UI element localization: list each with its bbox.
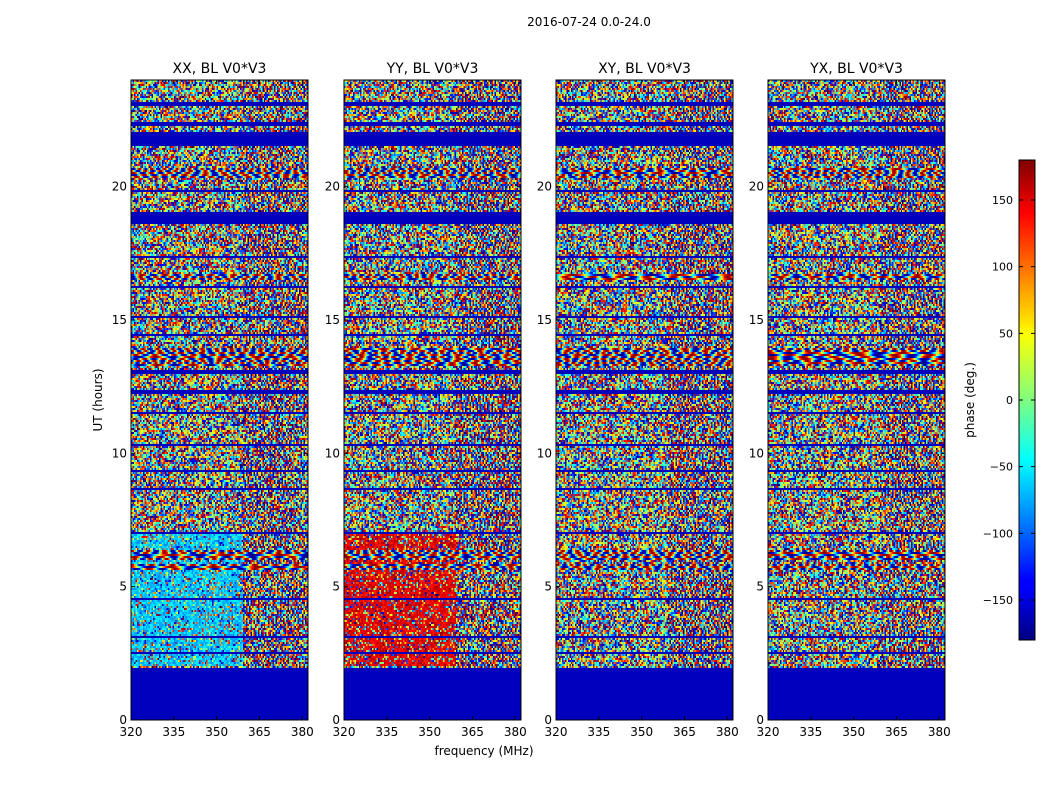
- colorbar-tick-label: 0: [1006, 394, 1013, 407]
- y-tick-label: 15: [749, 313, 764, 327]
- y-tick-label: 5: [544, 580, 552, 594]
- x-tick-label: 350: [205, 725, 228, 739]
- panel-title: XY, BL V0*V3: [598, 61, 691, 77]
- colorbar-tick-label: −150: [983, 594, 1013, 607]
- figure-suptitle: 2016-07-24 0.0-24.0: [527, 15, 651, 29]
- panel-title: YY, BL V0*V3: [386, 61, 479, 77]
- y-tick-label: 15: [537, 313, 552, 327]
- y-tick-label: 10: [325, 446, 340, 460]
- x-tick-label: 380: [291, 725, 314, 739]
- y-tick-label: 10: [112, 446, 127, 460]
- y-tick-label: 20: [112, 180, 127, 194]
- x-tick-label: 365: [461, 725, 484, 739]
- x-tick-label: 380: [928, 725, 951, 739]
- y-tick-label: 20: [749, 180, 764, 194]
- heatmap-image: [556, 80, 733, 720]
- y-tick-label: 0: [544, 713, 552, 727]
- x-tick-label: 335: [587, 725, 610, 739]
- colorbar-tick-label: 100: [992, 261, 1013, 274]
- panel-title: YX, BL V0*V3: [809, 61, 903, 77]
- x-axis-label: frequency (MHz): [434, 744, 533, 758]
- heatmap-image: [131, 80, 308, 720]
- colorbar-tick-label: 50: [999, 327, 1013, 340]
- panel-3: XY, BL V0*V3 320 335 350 365 380 0 5 10 15 20: [537, 61, 739, 739]
- colorbar-tick-label: −50: [990, 461, 1013, 474]
- x-tick-label: 350: [418, 725, 441, 739]
- y-tick-label: 10: [749, 446, 764, 460]
- x-tick-label: 365: [673, 725, 696, 739]
- x-tick-label: 320: [120, 725, 143, 739]
- y-tick-label: 15: [112, 313, 127, 327]
- y-axis-label: UT (hours): [91, 368, 105, 431]
- x-tick-label: 320: [545, 725, 568, 739]
- colorbar: −150 −100 −50 0 50 100 150 phase (deg.): [963, 159, 1036, 641]
- y-tick-label: 15: [325, 313, 340, 327]
- y-tick-label: 5: [119, 580, 127, 594]
- y-tick-label: 0: [756, 713, 764, 727]
- colorbar-tick-label: 150: [992, 194, 1013, 207]
- panel-4: YX, BL V0*V3 320 335 350 365 380 0 5 10 15 20: [749, 61, 951, 739]
- plot-frame: [343, 79, 522, 721]
- x-tick-label: 380: [716, 725, 739, 739]
- panel-title: XX, BL V0*V3: [173, 61, 267, 77]
- x-tick-label: 350: [630, 725, 653, 739]
- y-tick-label: 20: [325, 180, 340, 194]
- x-tick-label: 350: [842, 725, 865, 739]
- y-tick-label: 0: [332, 713, 340, 727]
- plot-frame: [130, 79, 309, 721]
- plot-frame: [555, 79, 734, 721]
- y-tick-label: 5: [756, 580, 764, 594]
- y-tick-label: 10: [537, 446, 552, 460]
- plot-frame: [767, 79, 946, 721]
- panel-1: XX, BL V0*V3 320 335 350 365 380 0 5 10 15 20: [112, 61, 314, 739]
- colorbar-ticks: −150 −100 −50 0 50 100 150: [983, 194, 1035, 607]
- x-tick-label: 380: [504, 725, 527, 739]
- x-tick-label: 335: [162, 725, 185, 739]
- x-tick-label: 335: [375, 725, 398, 739]
- heatmap-image: [344, 80, 521, 720]
- y-tick-label: 20: [537, 180, 552, 194]
- y-tick-label: 0: [119, 713, 127, 727]
- x-tick-label: 365: [248, 725, 271, 739]
- colorbar-tick-label: −100: [983, 527, 1013, 540]
- x-tick-label: 335: [799, 725, 822, 739]
- heatmap-image: [768, 80, 945, 720]
- panel-2: YY, BL V0*V3 320 335 350 365 380 0 5 10 15 20: [325, 61, 527, 739]
- y-tick-label: 5: [332, 580, 340, 594]
- x-tick-label: 320: [757, 725, 780, 739]
- x-tick-label: 320: [333, 725, 356, 739]
- colorbar-label: phase (deg.): [963, 362, 977, 438]
- x-tick-label: 365: [885, 725, 908, 739]
